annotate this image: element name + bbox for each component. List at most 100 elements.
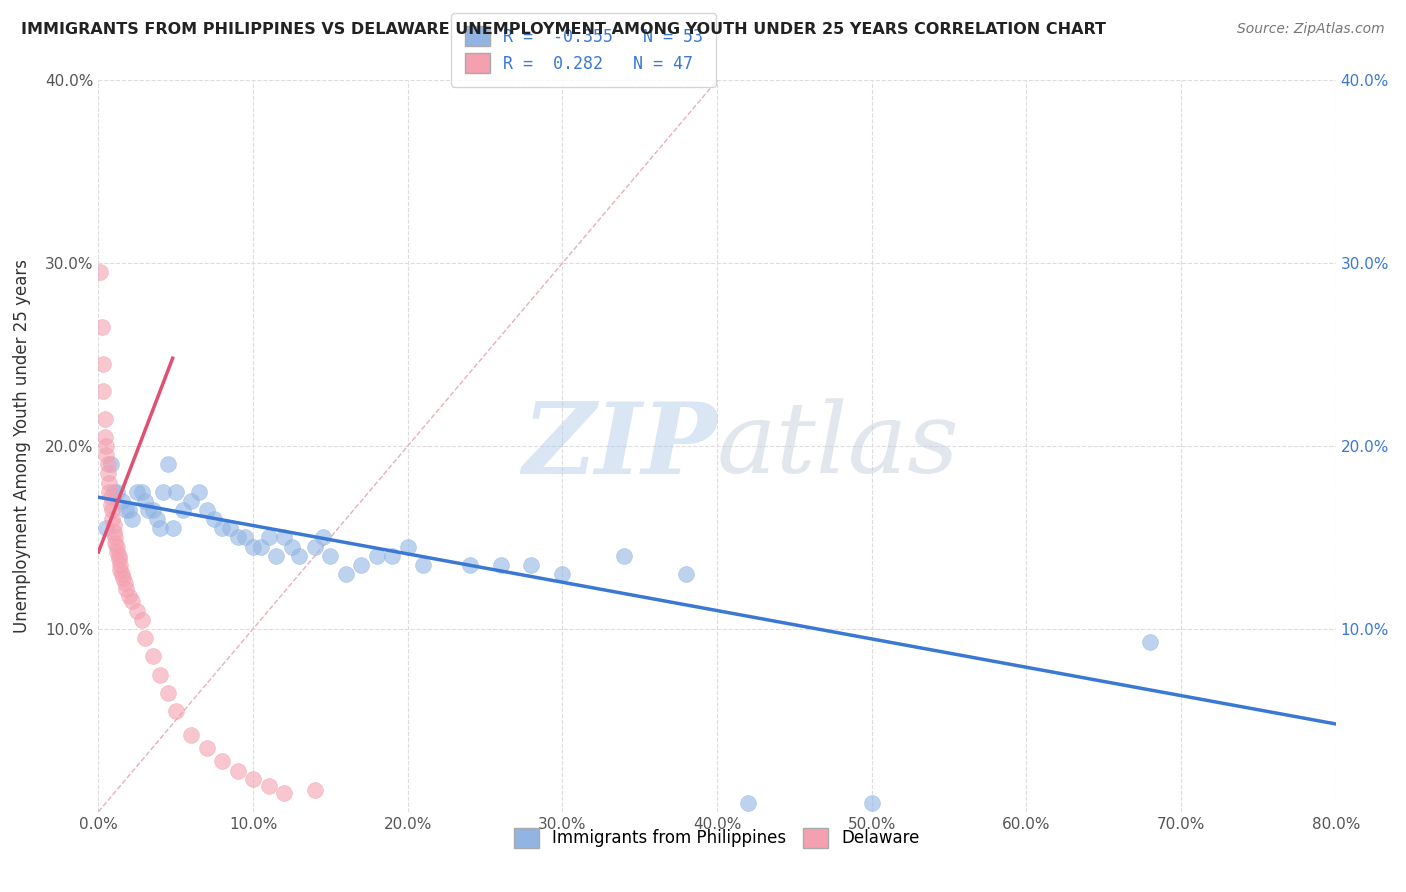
Y-axis label: Unemployment Among Youth under 25 years: Unemployment Among Youth under 25 years	[13, 259, 31, 633]
Point	[97, 457, 120, 471]
Text: IMMIGRANTS FROM PHILIPPINES VS DELAWARE UNEMPLOYMENT AMONG YOUTH UNDER 25 YEARS : IMMIGRANTS FROM PHILIPPINES VS DELAWARE …	[21, 22, 1107, 37]
Point	[288, 549, 311, 563]
Point	[107, 552, 129, 566]
Point	[149, 521, 172, 535]
Point	[103, 524, 125, 539]
Point	[412, 558, 434, 572]
Point	[91, 384, 114, 398]
Point	[162, 521, 184, 535]
Point	[335, 567, 357, 582]
Point	[172, 503, 194, 517]
Point	[211, 754, 233, 768]
Point	[613, 549, 636, 563]
Point	[152, 484, 174, 499]
Point	[257, 779, 280, 793]
Point	[304, 782, 326, 797]
Point	[131, 484, 153, 499]
Point	[121, 594, 143, 608]
Point	[149, 667, 172, 681]
Point	[108, 558, 131, 572]
Point	[96, 439, 118, 453]
Point	[257, 530, 280, 544]
Point	[157, 457, 180, 471]
Point	[105, 484, 128, 499]
Point	[737, 796, 759, 810]
Point	[97, 467, 120, 481]
Point	[115, 503, 138, 517]
Point	[211, 521, 233, 535]
Point	[98, 484, 121, 499]
Point	[112, 571, 135, 585]
Text: ZIP: ZIP	[522, 398, 717, 494]
Point	[188, 484, 211, 499]
Point	[226, 764, 249, 779]
Point	[180, 494, 202, 508]
Point	[860, 796, 883, 810]
Point	[91, 357, 114, 371]
Point	[134, 631, 156, 645]
Point	[551, 567, 574, 582]
Point	[93, 411, 115, 425]
Point	[141, 503, 165, 517]
Point	[121, 512, 143, 526]
Point	[141, 649, 165, 664]
Point	[242, 540, 264, 554]
Point	[195, 740, 218, 755]
Point	[157, 686, 180, 700]
Point	[105, 540, 128, 554]
Point	[489, 558, 512, 572]
Point	[101, 512, 124, 526]
Point	[103, 517, 125, 532]
Point	[195, 503, 218, 517]
Point	[103, 484, 125, 499]
Point	[114, 576, 136, 591]
Point	[458, 558, 481, 572]
Point	[180, 728, 202, 742]
Point	[96, 521, 118, 535]
Point	[312, 530, 335, 544]
Point	[131, 613, 153, 627]
Point	[108, 563, 131, 577]
Point	[115, 582, 138, 596]
Point	[1139, 634, 1161, 648]
Point	[111, 494, 132, 508]
Point	[100, 498, 122, 512]
Point	[273, 530, 295, 544]
Point	[233, 530, 257, 544]
Point	[100, 457, 122, 471]
Point	[250, 540, 273, 554]
Point	[98, 475, 121, 490]
Point	[96, 448, 118, 462]
Point	[89, 265, 111, 279]
Point	[90, 320, 112, 334]
Point	[118, 589, 141, 603]
Legend: Immigrants from Philippines, Delaware: Immigrants from Philippines, Delaware	[508, 821, 927, 855]
Point	[105, 545, 128, 559]
Point	[104, 536, 127, 550]
Text: atlas: atlas	[717, 399, 960, 493]
Point	[381, 549, 404, 563]
Point	[366, 549, 388, 563]
Point	[281, 540, 304, 554]
Point	[118, 503, 141, 517]
Point	[396, 540, 419, 554]
Point	[107, 549, 129, 563]
Point	[165, 704, 187, 718]
Point	[127, 484, 149, 499]
Point	[111, 567, 132, 582]
Point	[101, 503, 124, 517]
Point	[104, 530, 127, 544]
Point	[136, 503, 159, 517]
Point	[520, 558, 543, 572]
Point	[226, 530, 249, 544]
Point	[134, 494, 156, 508]
Text: Source: ZipAtlas.com: Source: ZipAtlas.com	[1237, 22, 1385, 37]
Point	[219, 521, 242, 535]
Point	[319, 549, 342, 563]
Point	[100, 490, 122, 504]
Point	[127, 603, 149, 617]
Point	[165, 484, 187, 499]
Point	[273, 787, 295, 801]
Point	[264, 549, 288, 563]
Point	[242, 772, 264, 786]
